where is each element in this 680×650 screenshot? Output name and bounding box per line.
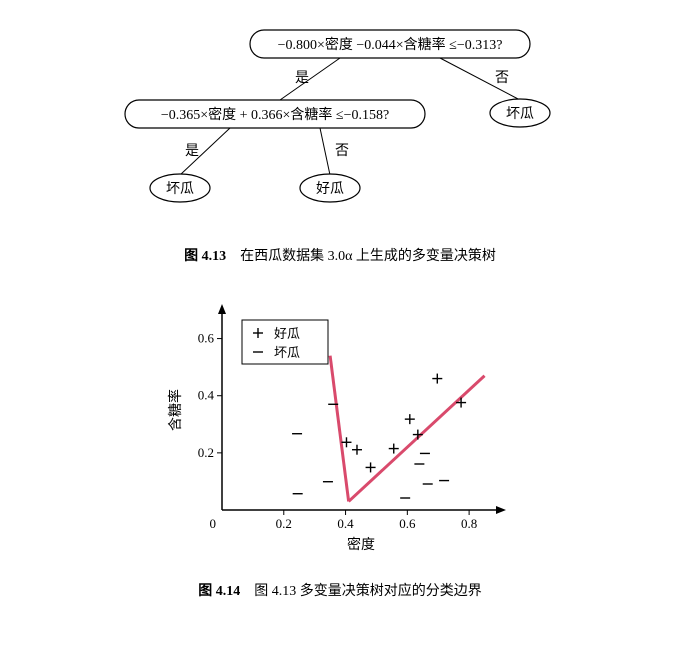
leaf-bad-right-text: 坏瓜 (506, 106, 534, 122)
y-tick-label: 0.4 (198, 388, 215, 403)
edge-root-right-label: 否 (495, 71, 509, 86)
decision-boundary-line (349, 376, 485, 502)
leaf-bad-left-text: 坏瓜 (166, 181, 194, 197)
scatter-chart-figure: 0 0.2 0.4 0.6 0.8 0.2 0.4 0.6 密度 含糖率 好瓜坏瓜 (40, 295, 640, 560)
legend-bad-label: 坏瓜 (274, 345, 300, 360)
caption-414: 图 4.14 图 4.13 多变量决策树对应的分类边界 (40, 580, 640, 600)
leaf-good-text: 好瓜 (316, 181, 344, 197)
x-tick-label: 0.8 (461, 516, 477, 531)
caption-414-text: 图 4.13 多变量决策树对应的分类边界 (254, 584, 482, 599)
y-axis-label: 含糖率 (167, 389, 184, 431)
caption-413-text: 在西瓜数据集 3.0α 上生成的多变量决策树 (240, 249, 496, 264)
root-node-text: −0.800×密度 −0.044×含糖率 ≤−0.313? (278, 36, 503, 53)
x-axis-label: 密度 (347, 536, 375, 553)
edge-left-left-label: 是 (185, 144, 199, 159)
x-tick-label: 0.2 (276, 516, 292, 531)
y-axis-arrow (218, 304, 226, 314)
edge-left-right-label: 否 (335, 144, 349, 159)
caption-413-label: 图 4.13 (184, 249, 226, 264)
legend-good-label: 好瓜 (274, 326, 300, 341)
y-tick-label: 0.2 (198, 445, 214, 460)
decision-tree-figure: −0.800×密度 −0.044×含糖率 ≤−0.313? 是 否 −0.365… (40, 20, 640, 215)
caption-414-label: 图 4.14 (198, 584, 240, 599)
edge-left-right (320, 128, 330, 175)
scatter-chart-svg: 0 0.2 0.4 0.6 0.8 0.2 0.4 0.6 密度 含糖率 好瓜坏瓜 (160, 295, 520, 555)
x-tick-label: 0.4 (337, 516, 354, 531)
y-tick-label: 0.6 (198, 331, 215, 346)
decision-boundary-line (330, 356, 349, 502)
decision-tree-svg: −0.800×密度 −0.044×含糖率 ≤−0.313? 是 否 −0.365… (100, 20, 580, 210)
x-tick-label: 0.6 (399, 516, 416, 531)
tick-label: 0 (210, 516, 217, 531)
edge-root-left-label: 是 (295, 71, 309, 86)
x-axis-arrow (496, 506, 506, 514)
left-node-text: −0.365×密度 + 0.366×含糖率 ≤−0.158? (161, 106, 389, 123)
edge-root-left (280, 58, 340, 100)
caption-413: 图 4.13 在西瓜数据集 3.0α 上生成的多变量决策树 (40, 245, 640, 265)
